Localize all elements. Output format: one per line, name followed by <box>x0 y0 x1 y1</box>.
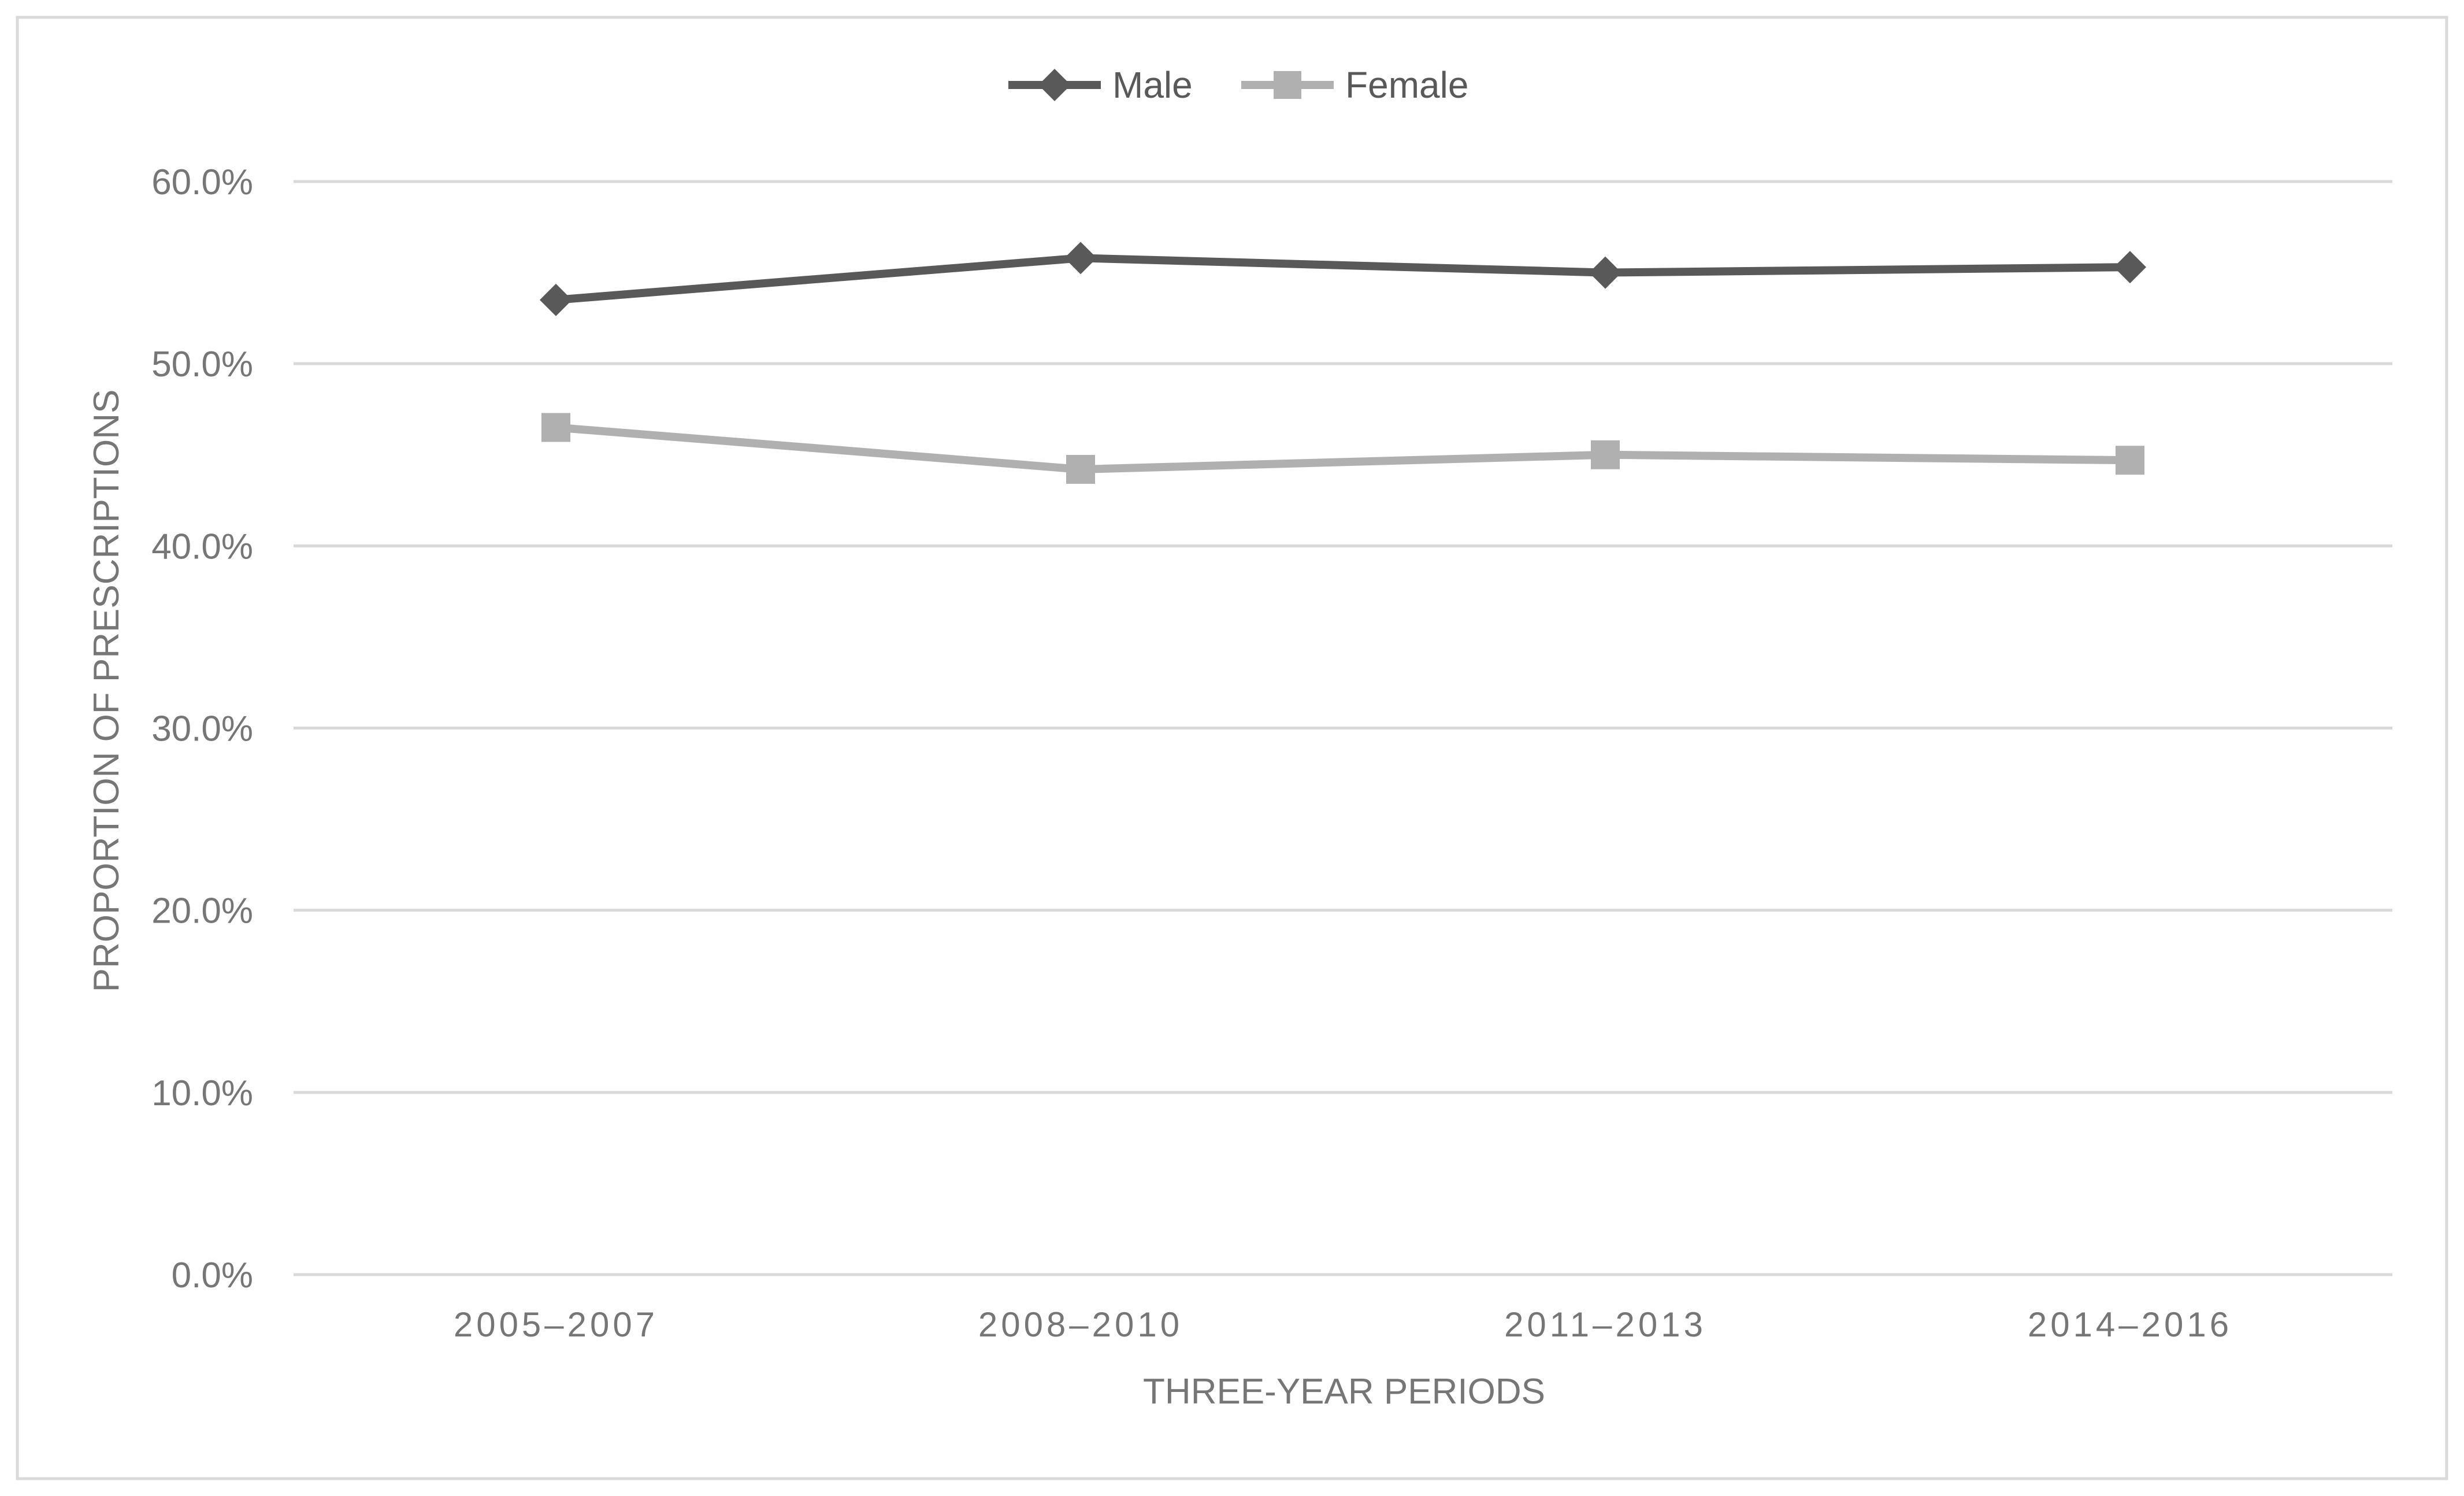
y-tick-label: 40.0% <box>151 527 253 566</box>
y-axis-title: PROPORTION OF PRESCRIPTIONS <box>87 390 127 993</box>
y-axis-tick-labels: 0.0% 10.0% 20.0% 30.0% 40.0% 50.0% 60.0% <box>151 162 253 1295</box>
y-tick-label: 60.0% <box>151 162 253 202</box>
data-point-marker <box>1038 69 1071 101</box>
y-tick-label: 20.0% <box>151 891 253 931</box>
legend-label: Male <box>1112 64 1193 106</box>
data-point-marker <box>1064 242 1097 275</box>
series-line <box>552 254 2134 304</box>
series-female <box>541 413 2144 484</box>
series-line <box>552 423 2134 473</box>
x-tick-label: 2011–2013 <box>1504 1305 1706 1344</box>
y-tick-label: 10.0% <box>151 1073 253 1113</box>
x-axis-tick-labels: 2005–2007 2008–2010 2011–2013 2014–2016 <box>454 1305 2232 1344</box>
data-point-marker <box>1589 256 1621 289</box>
data-point-marker <box>540 283 572 316</box>
chart-frame <box>16 16 2448 1480</box>
series-male <box>540 242 2146 316</box>
x-axis-title: THREE-YEAR PERIODS <box>1143 1372 1545 1412</box>
x-tick-label: 2014–2016 <box>2028 1305 2232 1344</box>
gridlines <box>294 180 2392 1276</box>
data-point-marker <box>1066 454 1095 484</box>
y-tick-label: 30.0% <box>151 709 253 749</box>
series-lines <box>540 242 2146 484</box>
x-tick-label: 2008–2010 <box>978 1305 1183 1344</box>
x-tick-label: 2005–2007 <box>454 1305 658 1344</box>
data-point-marker <box>1591 440 1620 469</box>
y-tick-label: 0.0% <box>172 1256 253 1295</box>
legend-entry-female: Female <box>1241 64 1468 106</box>
data-point-marker <box>2114 251 2146 284</box>
legend-entry-male: Male <box>1008 64 1193 106</box>
data-point-marker <box>2116 446 2144 475</box>
data-point-marker <box>1274 71 1301 99</box>
legend: Male Female <box>1008 64 1468 106</box>
y-tick-label: 50.0% <box>151 345 253 384</box>
legend-label: Female <box>1345 64 1468 106</box>
data-point-marker <box>541 413 570 442</box>
